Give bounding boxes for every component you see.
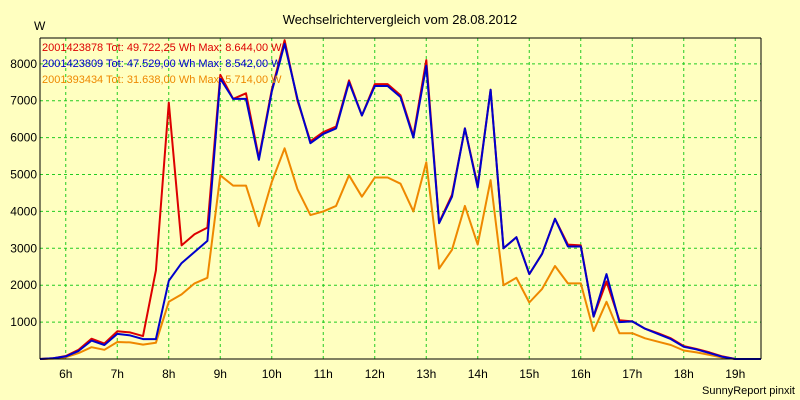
y-tick-label: 4000 [10, 204, 37, 218]
y-tick-label: 7000 [10, 94, 37, 108]
x-tick-label: 6h [59, 367, 72, 381]
x-tick-label: 17h [622, 367, 642, 381]
x-axis-ticks: 6h 7h 8h 9h 10h 11h 12h 13h 14h 15h 16h 17h 18h 19h [59, 367, 745, 381]
x-tick-label: 11h [314, 367, 333, 381]
series-line-3 [39, 147, 761, 360]
y-axis-ticks: 1000 2000 3000 4000 5000 6000 7000 8000 [10, 57, 37, 329]
x-tick-label: 9h [214, 367, 227, 381]
chart-title: Wechselrichtervergleich vom 28.08.2012 [283, 12, 518, 27]
x-tick-label: 16h [571, 367, 591, 381]
x-tick-label: 10h [262, 367, 282, 381]
x-tick-label: 15h [519, 367, 539, 381]
y-tick-label: 5000 [10, 168, 37, 182]
y-tick-label: 1000 [10, 315, 37, 329]
legend-entry-2: 2001423809 Tot: 47.529,00 Wh Max: 8.542,… [42, 58, 282, 70]
x-tick-label: 7h [111, 367, 124, 381]
y-tick-label: 8000 [10, 57, 37, 71]
y-tick-label: 6000 [10, 131, 37, 145]
footer-credit: SunnyReport pinxit [702, 385, 795, 397]
x-tick-label: 18h [674, 367, 694, 381]
y-tick-label: 3000 [10, 241, 37, 255]
series-line-2 [39, 42, 761, 360]
x-tick-label: 8h [162, 367, 175, 381]
x-tick-label: 13h [416, 367, 436, 381]
x-tick-label: 14h [468, 367, 488, 381]
legend-entry-3: 2001393434 Tot: 31.638,00 Wh Max: 5.714,… [42, 74, 282, 86]
legend-entry-1: 2001423878 Tot: 49.722,25 Wh Max: 8.644,… [42, 42, 282, 54]
grid-horizontal [40, 63, 761, 323]
y-tick-label: 2000 [10, 278, 37, 292]
series-lines [39, 39, 761, 360]
y-axis-unit-label: W [34, 19, 46, 33]
x-tick-label: 19h [725, 367, 745, 381]
x-tick-label: 12h [365, 367, 385, 381]
legend: 2001423878 Tot: 49.722,25 Wh Max: 8.644,… [42, 42, 282, 86]
plot-area [40, 38, 761, 359]
